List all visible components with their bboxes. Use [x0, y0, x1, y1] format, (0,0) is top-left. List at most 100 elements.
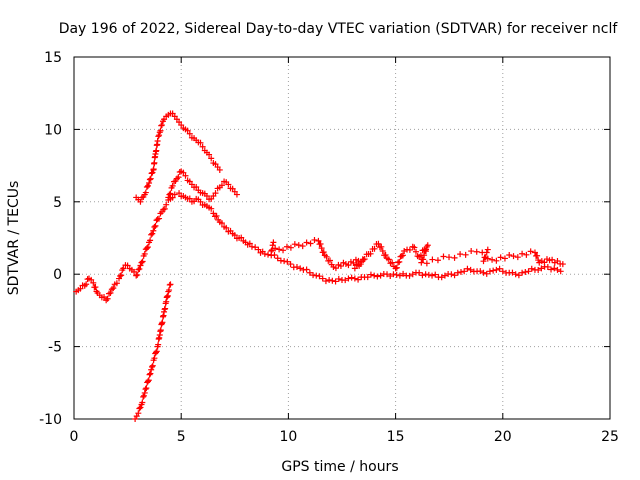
- data-point: [276, 246, 283, 253]
- data-point: [138, 259, 145, 266]
- data-point: [418, 259, 425, 266]
- data-point: [255, 246, 262, 253]
- data-point: [206, 151, 213, 158]
- data-point: [379, 248, 386, 255]
- data-point: [371, 272, 378, 279]
- data-point: [406, 246, 413, 253]
- x-tick-label: 25: [601, 429, 619, 445]
- data-point: [441, 272, 448, 279]
- data-point: [252, 244, 259, 251]
- data-point: [246, 240, 253, 247]
- y-axis-title: SDTVAR / TECUs: [6, 181, 22, 296]
- data-point: [421, 252, 428, 259]
- data-point: [350, 260, 357, 267]
- data-point: [118, 272, 125, 279]
- y-tick-label: 5: [53, 195, 62, 211]
- data-point: [197, 198, 204, 205]
- data-point: [514, 254, 521, 261]
- data-point: [146, 176, 153, 183]
- data-point: [342, 277, 349, 284]
- data-point: [357, 261, 364, 268]
- data-point: [457, 269, 464, 276]
- data-point: [137, 404, 144, 411]
- data-point: [270, 239, 277, 246]
- data-point: [136, 405, 143, 412]
- data-point: [180, 169, 187, 176]
- data-point: [303, 239, 310, 246]
- data-point: [148, 363, 155, 370]
- data-point: [377, 272, 384, 279]
- data-point: [148, 231, 155, 238]
- data-point: [120, 265, 127, 272]
- data-point: [142, 189, 149, 196]
- data-point: [238, 234, 245, 241]
- data-point: [159, 319, 166, 326]
- data-point: [216, 166, 223, 173]
- data-point: [231, 232, 238, 239]
- data-point: [348, 274, 355, 281]
- x-tick-label: 10: [279, 429, 297, 445]
- chart-title: Day 196 of 2022, Sidereal Day-to-day VTE…: [59, 21, 619, 37]
- data-point: [351, 275, 358, 282]
- data-point: [396, 272, 403, 279]
- data-point: [451, 272, 458, 279]
- data-point: [484, 255, 491, 262]
- data-point: [367, 250, 374, 257]
- data-point: [332, 278, 339, 285]
- data-point: [434, 257, 441, 264]
- data-point: [422, 271, 429, 278]
- data-point: [134, 271, 141, 278]
- data-point: [486, 268, 493, 275]
- data-point: [303, 266, 310, 273]
- data-point: [149, 230, 156, 237]
- data-point: [395, 259, 402, 266]
- data-point: [557, 268, 564, 275]
- data-point: [535, 267, 542, 274]
- data-point: [284, 258, 291, 265]
- data-point: [150, 227, 157, 234]
- data-point: [307, 240, 314, 247]
- data-point: [124, 262, 131, 269]
- x-tick-label: 20: [494, 429, 512, 445]
- data-point: [167, 281, 174, 288]
- data-point: [140, 392, 147, 399]
- data-point: [484, 246, 491, 253]
- data-point: [326, 276, 333, 283]
- data-point: [147, 175, 154, 182]
- data-point: [166, 191, 173, 198]
- data-point: [483, 270, 490, 277]
- data-point: [218, 182, 225, 189]
- data-point: [544, 263, 551, 270]
- plot-frame: [73, 56, 611, 420]
- data-point: [419, 256, 426, 263]
- grid-lines: [74, 57, 610, 419]
- data-point: [367, 271, 374, 278]
- data-point: [548, 266, 555, 273]
- data-point: [462, 251, 469, 258]
- data-point: [345, 262, 352, 269]
- data-marks: [73, 110, 566, 422]
- data-point: [155, 133, 162, 140]
- data-point: [265, 251, 272, 258]
- data-point: [481, 254, 488, 261]
- data-point: [531, 249, 538, 256]
- data-point: [554, 257, 561, 264]
- data-point: [182, 172, 189, 179]
- data-point: [152, 222, 159, 229]
- data-point: [297, 265, 304, 272]
- data-point: [148, 366, 155, 373]
- data-point: [143, 183, 150, 190]
- data-point: [155, 341, 162, 348]
- x-tick-label: 15: [387, 429, 405, 445]
- data-point: [499, 268, 506, 275]
- data-point: [323, 253, 330, 260]
- data-point: [510, 253, 517, 260]
- data-point: [467, 266, 474, 273]
- data-point: [473, 248, 480, 255]
- data-point: [412, 248, 419, 255]
- data-point: [145, 377, 152, 384]
- data-point: [166, 287, 173, 294]
- data-point: [77, 285, 84, 292]
- data-point: [169, 182, 176, 189]
- data-point: [141, 389, 148, 396]
